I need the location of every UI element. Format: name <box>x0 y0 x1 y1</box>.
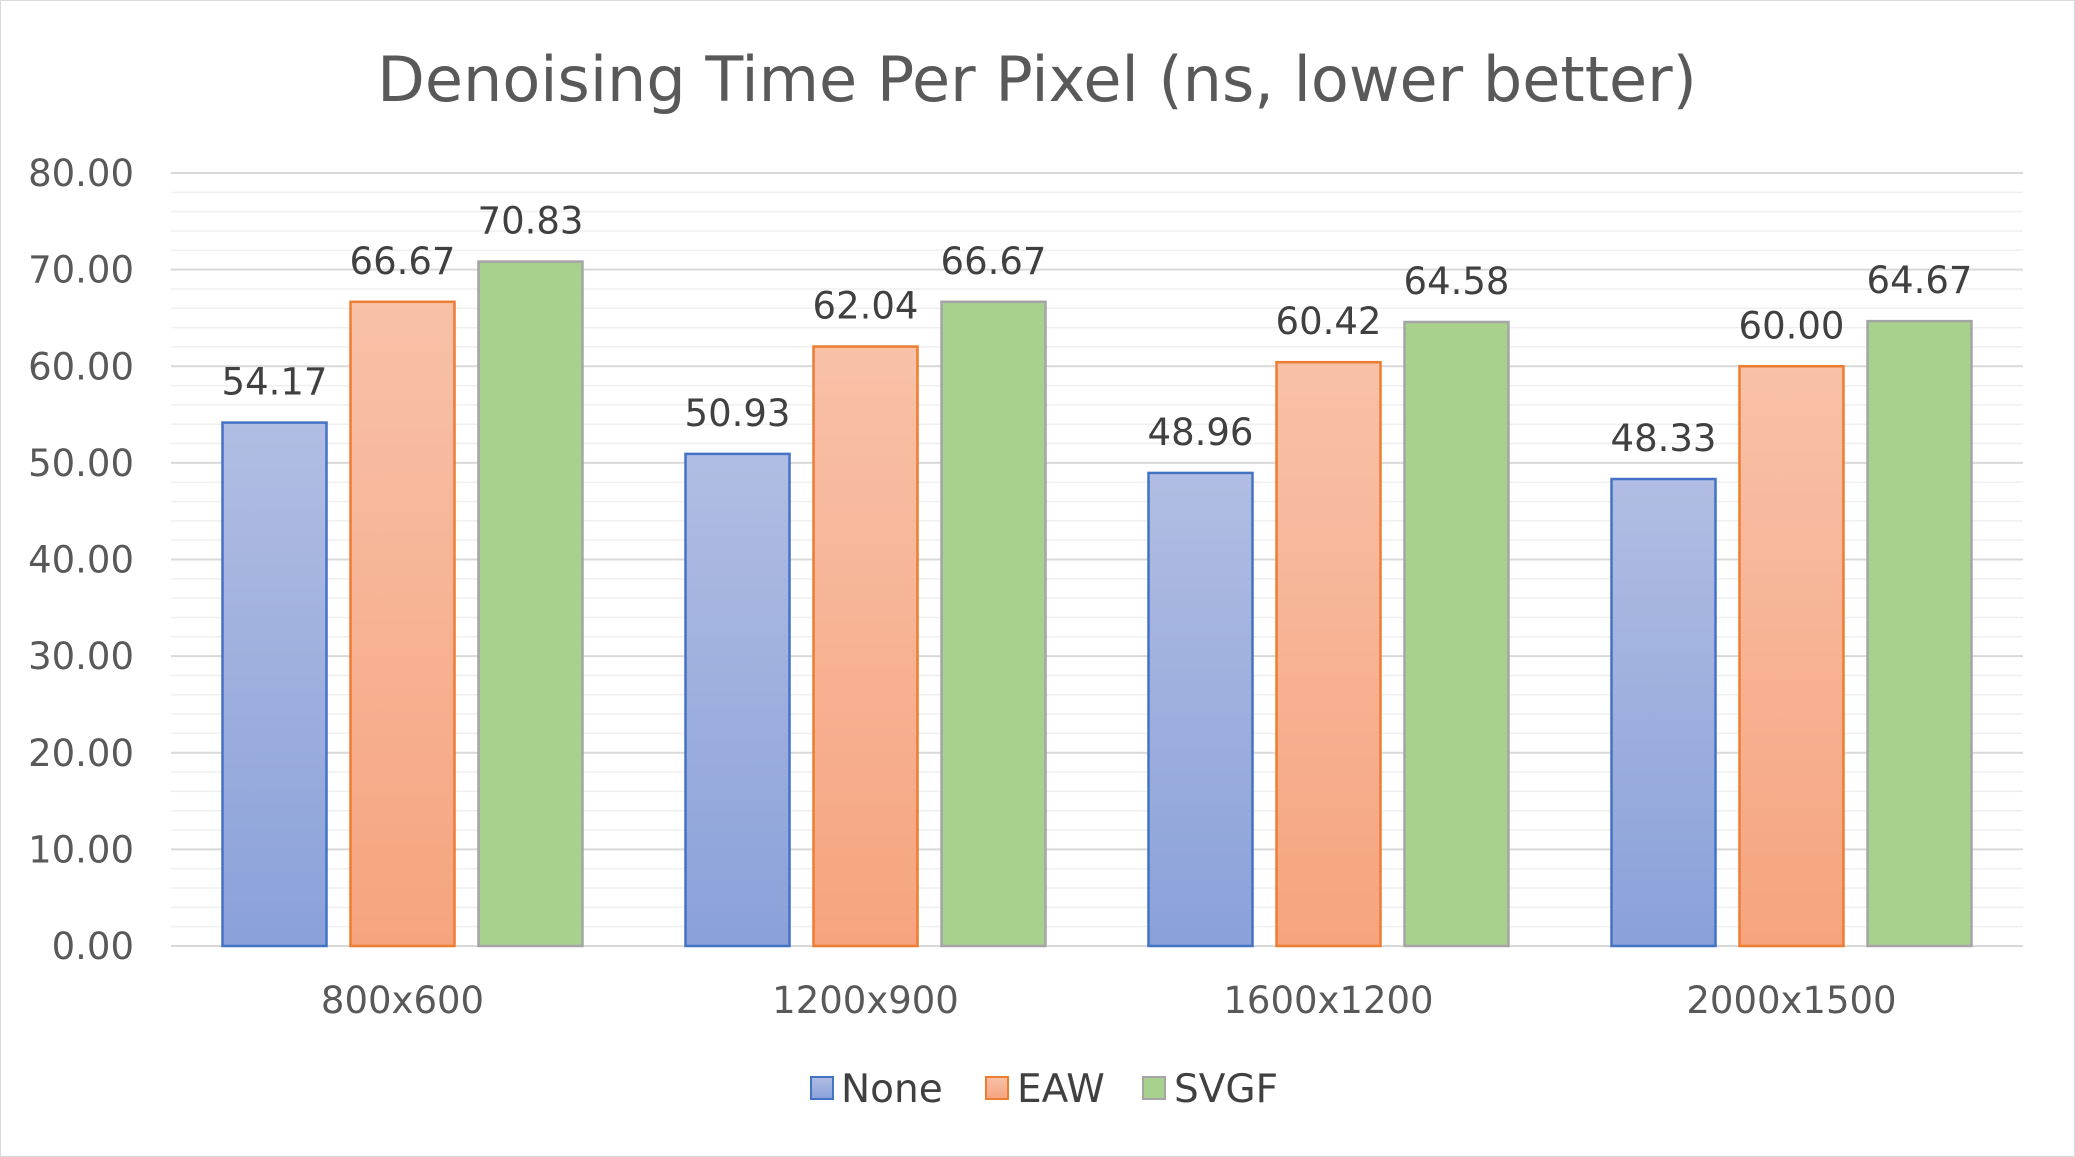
y-tick-label: 80.00 <box>28 152 134 195</box>
y-tick-label: 20.00 <box>28 732 134 775</box>
bar-none-1200x900[interactable] <box>684 452 791 948</box>
data-label: 48.33 <box>1611 417 1717 460</box>
legend-swatch <box>1142 1076 1166 1100</box>
legend-label: SVGF <box>1174 1067 1278 1112</box>
legend-item-none[interactable]: None <box>810 1067 943 1112</box>
data-label: 60.42 <box>1276 300 1382 343</box>
bar-svgf-800x600[interactable] <box>477 260 584 948</box>
data-labels: 54.17 66.67 70.83 50.93 62.04 66.67 48.96 60.42… <box>222 200 1973 460</box>
x-tick-label: 1200x900 <box>772 979 959 1022</box>
data-label: 70.83 <box>478 200 584 243</box>
data-label: 50.93 <box>685 392 791 435</box>
bars <box>221 260 1973 948</box>
x-tick-label: 2000x1500 <box>1686 979 1896 1022</box>
data-label: 62.04 <box>813 285 919 328</box>
legend-swatch <box>985 1076 1009 1100</box>
data-label: 66.67 <box>941 240 1047 283</box>
bar-svgf-2000x1500[interactable] <box>1866 319 1973 948</box>
bar-none-800x600[interactable] <box>221 421 328 948</box>
x-axis-ticks: 800x600 1200x900 1600x1200 2000x1500 <box>321 979 1897 1022</box>
bar-eaw-2000x1500[interactable] <box>1738 365 1845 948</box>
legend[interactable]: None EAW SVGF <box>810 1067 1278 1112</box>
bar-svgf-1200x900[interactable] <box>940 300 1047 948</box>
y-tick-label: 50.00 <box>28 442 134 485</box>
y-tick-label: 0.00 <box>52 925 134 968</box>
data-label: 60.00 <box>1739 304 1845 347</box>
y-tick-label: 70.00 <box>28 249 134 292</box>
y-tick-label: 30.00 <box>28 635 134 678</box>
legend-swatch <box>810 1076 834 1100</box>
legend-label: EAW <box>1017 1067 1105 1112</box>
data-label: 54.17 <box>222 361 328 404</box>
bar-none-1600x1200[interactable] <box>1147 471 1254 948</box>
bar-eaw-800x600[interactable] <box>349 300 456 948</box>
data-label: 48.96 <box>1148 411 1254 454</box>
y-axis-ticks: 0.00 10.00 20.00 30.00 40.00 50.00 60.00 70.00 8… <box>28 152 134 968</box>
data-label: 64.67 <box>1867 259 1973 302</box>
data-label: 66.67 <box>350 240 456 283</box>
y-tick-label: 40.00 <box>28 539 134 582</box>
data-label: 64.58 <box>1404 260 1510 303</box>
chart-title: Denoising Time Per Pixel (ns, lower bett… <box>377 43 1697 116</box>
y-tick-label: 60.00 <box>28 345 134 388</box>
x-tick-label: 800x600 <box>321 979 484 1022</box>
legend-label: None <box>841 1067 943 1112</box>
bar-eaw-1600x1200[interactable] <box>1275 360 1382 948</box>
legend-item-eaw[interactable]: EAW <box>985 1067 1105 1112</box>
legend-item-svgf[interactable]: SVGF <box>1142 1067 1278 1112</box>
bar-none-2000x1500[interactable] <box>1610 477 1717 948</box>
bar-svgf-1600x1200[interactable] <box>1403 320 1510 948</box>
x-tick-label: 1600x1200 <box>1223 979 1433 1022</box>
y-tick-label: 10.00 <box>28 828 134 871</box>
bar-eaw-1200x900[interactable] <box>812 345 919 948</box>
